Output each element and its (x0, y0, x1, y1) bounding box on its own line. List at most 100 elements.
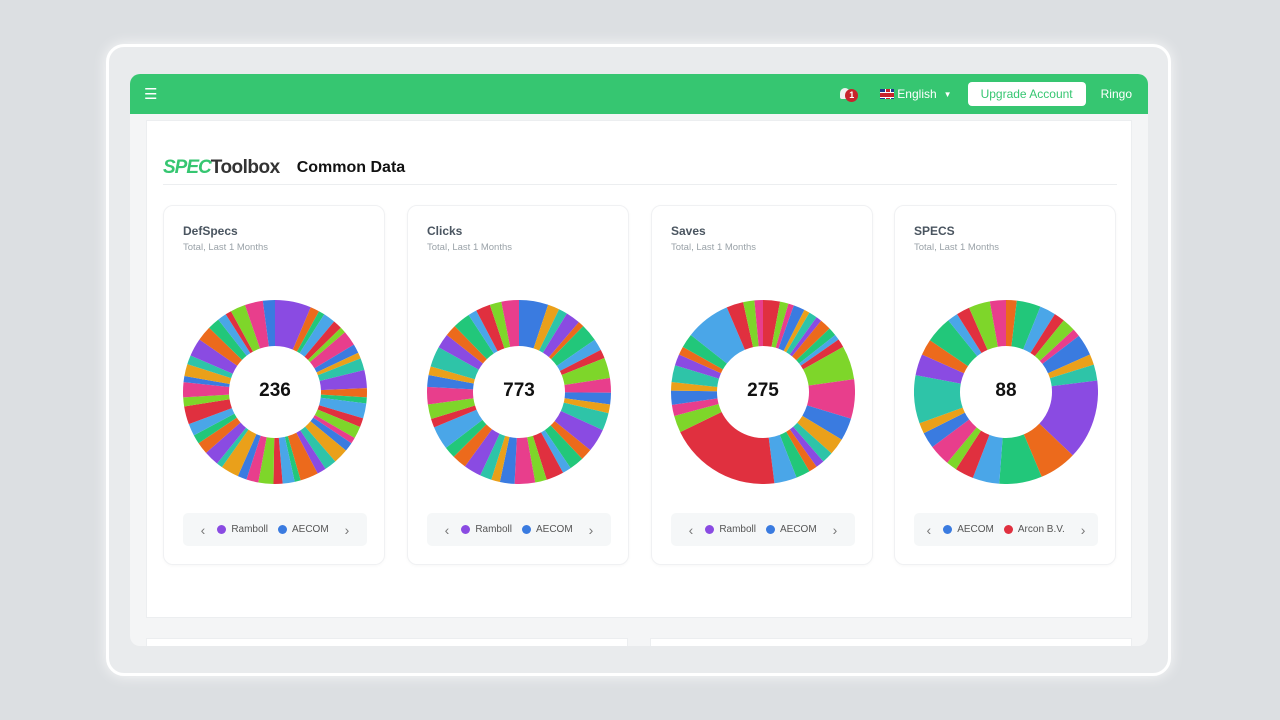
donut-slice[interactable] (972, 434, 1003, 484)
legend-next-icon[interactable]: › (832, 521, 838, 538)
donut-slice[interactable] (802, 405, 852, 440)
donut-slice[interactable] (300, 426, 336, 469)
donut-slice[interactable] (768, 434, 797, 484)
donut-slice[interactable] (803, 346, 855, 386)
donut-slice[interactable] (499, 436, 517, 484)
donut-slice[interactable] (799, 334, 839, 366)
donut-slice[interactable] (674, 354, 721, 379)
legend-prev-icon[interactable]: ‹ (444, 521, 450, 538)
donut-slice[interactable] (682, 334, 727, 370)
donut-slice[interactable] (299, 314, 335, 357)
donut-slice[interactable] (446, 326, 487, 364)
donut-slice[interactable] (317, 358, 365, 382)
donut-slice[interactable] (726, 302, 754, 350)
donut-slice[interactable] (187, 355, 233, 379)
donut-slice[interactable] (796, 328, 836, 364)
donut-slice[interactable] (559, 349, 605, 375)
donut-chart[interactable] (427, 300, 611, 484)
donut-slice[interactable] (501, 300, 519, 347)
donut-slice[interactable] (237, 434, 261, 480)
donut-slice[interactable] (221, 429, 257, 477)
donut-slice[interactable] (778, 305, 805, 351)
donut-slice[interactable] (184, 399, 232, 425)
legend-item[interactable]: AECOM (943, 524, 994, 535)
donut-slice[interactable] (786, 429, 817, 472)
donut-slice[interactable] (532, 432, 564, 480)
donut-slice[interactable] (183, 376, 230, 388)
legend-prev-icon[interactable]: ‹ (200, 521, 206, 538)
donut-slice[interactable] (275, 300, 311, 350)
user-menu[interactable]: Ringo (1100, 87, 1132, 101)
donut-slice[interactable] (797, 415, 842, 454)
donut-slice[interactable] (914, 375, 963, 424)
donut-slice[interactable] (957, 307, 988, 354)
donut-slice[interactable] (183, 394, 230, 407)
donut-slice[interactable] (561, 357, 610, 385)
donut-slice[interactable] (955, 430, 990, 478)
donut-slice[interactable] (431, 405, 477, 428)
donut-slice[interactable] (550, 421, 591, 459)
donut-slice[interactable] (1030, 314, 1064, 357)
donut-slice[interactable] (273, 437, 283, 484)
donut-slice[interactable] (225, 311, 254, 354)
donut-slice[interactable] (563, 398, 611, 414)
donut-slice[interactable] (464, 429, 500, 476)
donut-slice[interactable] (743, 300, 759, 348)
upgrade-account-button[interactable]: Upgrade Account (967, 82, 1086, 106)
legend-prev-icon[interactable]: ‹ (688, 521, 694, 538)
donut-slice[interactable] (680, 412, 775, 484)
donut-slice[interactable] (244, 300, 269, 349)
donut-slice[interactable] (786, 312, 817, 355)
donut-slice[interactable] (1006, 300, 1017, 347)
donut-slice[interactable] (674, 404, 722, 433)
donut-slice[interactable] (1042, 335, 1090, 374)
donut-slice[interactable] (317, 405, 364, 428)
donut-slice[interactable] (319, 397, 367, 419)
donut-slice[interactable] (491, 435, 510, 482)
legend-item[interactable]: Ramboll (705, 524, 756, 535)
donut-slice[interactable] (551, 326, 595, 366)
donut-slice[interactable] (314, 344, 359, 373)
donut-slice[interactable] (533, 304, 560, 351)
donut-chart[interactable] (671, 300, 855, 484)
donut-slice[interactable] (671, 365, 719, 388)
donut-slice[interactable] (445, 419, 487, 457)
donut-slice[interactable] (690, 307, 745, 364)
donut-slice[interactable] (480, 433, 506, 480)
donut-slice[interactable] (258, 437, 275, 484)
donut-slice[interactable] (296, 430, 326, 474)
donut-slice[interactable] (292, 307, 319, 352)
donut-slice[interactable] (316, 352, 361, 376)
donut-slice[interactable] (304, 321, 341, 360)
legend-prev-icon[interactable]: ‹ (926, 521, 932, 538)
donut-slice[interactable] (947, 427, 981, 470)
donut-slice[interactable] (807, 379, 855, 419)
donut-slice[interactable] (989, 300, 1006, 347)
hamburger-menu-icon[interactable]: ☰ (144, 86, 158, 103)
donut-slice[interactable] (564, 392, 611, 405)
donut-slice[interactable] (539, 309, 567, 353)
donut-slice[interactable] (514, 437, 536, 484)
donut-slice[interactable] (287, 432, 318, 481)
legend-item[interactable]: AECOM (278, 524, 329, 535)
donut-slice[interactable] (454, 315, 494, 360)
donut-chart[interactable] (183, 300, 367, 484)
legend-next-icon[interactable]: › (588, 521, 594, 538)
donut-slice[interactable] (217, 427, 249, 468)
donut-slice[interactable] (560, 402, 609, 431)
donut-slice[interactable] (427, 398, 476, 420)
donut-slice[interactable] (428, 366, 475, 384)
donut-slice[interactable] (427, 375, 474, 390)
donut-slice[interactable] (779, 431, 810, 478)
donut-slice[interactable] (923, 412, 970, 448)
donut-slice[interactable] (671, 390, 718, 405)
donut-slice[interactable] (468, 310, 498, 354)
donut-slice[interactable] (284, 436, 301, 482)
donut-slice[interactable] (307, 327, 345, 363)
donut-slice[interactable] (231, 305, 260, 352)
donut-slice[interactable] (190, 339, 238, 374)
donut-slice[interactable] (763, 300, 781, 347)
donut-slice[interactable] (198, 417, 241, 453)
donut-slice[interactable] (792, 320, 830, 361)
donut-slice[interactable] (438, 334, 483, 370)
